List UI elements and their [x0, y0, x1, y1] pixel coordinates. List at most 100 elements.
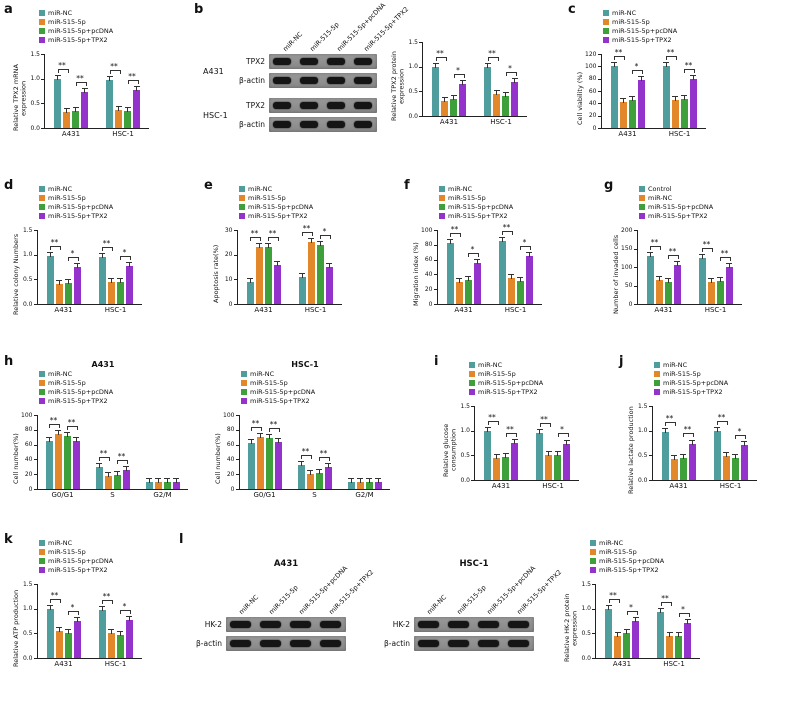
y-tick-mark [633, 267, 637, 268]
y-tick-mark [41, 78, 44, 80]
significance-stars: ** [269, 419, 278, 429]
chart-legend: miR-NC miR-515-5p miR-515-5p+pcDNA miR-515-… [654, 361, 757, 396]
legend-swatch [590, 567, 596, 573]
bar-chart: miR-NC miR-515-5p miR-515-5p+pcDNA miR-515-… [627, 358, 757, 494]
western-blot-b: miR-NC miR-515-5p miR-515-5p+pcDNA miR-515-… [203, 1, 410, 134]
error-bar [247, 277, 253, 283]
y-tick-mark [33, 415, 37, 416]
significance-stars: ** [302, 224, 311, 234]
error-bar [47, 604, 53, 610]
blot-group: HK-2 β-actin [376, 615, 534, 653]
y-tick-label: 100 [21, 411, 33, 419]
x-category-label: A431 [612, 660, 632, 668]
y-axis: 0.0 0.5 1.0 1.5 [636, 403, 652, 494]
y-tick-label: 100 [585, 62, 597, 70]
x-category-label: A431 [669, 482, 688, 490]
panel-label-g: g [604, 178, 614, 193]
legend-swatch [39, 10, 45, 16]
y-tick-mark [592, 633, 595, 635]
y-tick-mark [471, 430, 474, 432]
y-tick-label: 80 [226, 426, 235, 434]
significance-stars: ** [661, 593, 669, 603]
protein-band [508, 621, 529, 628]
significance-stars: * [122, 247, 127, 257]
legend-swatch [654, 362, 660, 368]
y-tick-label: 80 [588, 75, 597, 83]
protein-band [320, 621, 341, 628]
y-tick-mark [235, 474, 239, 476]
legend-label: miR-NC [48, 185, 73, 193]
blot-row: TPX2 [231, 54, 377, 69]
bar [632, 621, 639, 658]
chart-i: miR-NC miR-515-5p miR-515-5p+pcDNA miR-515-… [442, 358, 613, 498]
cell-line-title: A431 [273, 559, 299, 569]
legend-swatch [239, 186, 245, 192]
protein-band [327, 102, 345, 109]
protein-label: TPX2 [245, 101, 265, 110]
y-tick-mark [597, 115, 601, 117]
error-bar [508, 274, 514, 280]
legend-swatch [603, 10, 609, 16]
legend-label: miR-515-5p+pcDNA [48, 388, 114, 396]
error-bar [681, 95, 687, 101]
error-bar [666, 631, 673, 637]
error-bar [484, 426, 491, 432]
panel-label-l: l [179, 532, 184, 547]
bar [297, 464, 305, 489]
blot-membrane [269, 98, 377, 113]
significance-bracket [102, 247, 113, 252]
error-bar [611, 62, 617, 68]
chart-body: Relative TPX2 protein expression 0.0 0.5 1.… [390, 36, 527, 130]
lane-label: miR-515-5p [267, 583, 300, 616]
significance-stars: ** [614, 48, 623, 58]
legend-swatch [590, 558, 596, 564]
y-tick-label: 1.0 [637, 427, 648, 435]
bar [115, 110, 122, 128]
chart-legend: Control miR-NC miR-515-5p+pcDNA miR-515-5p+… [639, 185, 742, 220]
western-blot-l-hsc1: HSC-1 miR-NC miR-515-5p miR-515-5p+pcDNA miR… [376, 559, 563, 653]
chart-body: Relative colony Numbers 0.0 0.5 1.0 1.5 A431 *… [12, 224, 142, 318]
legend-label: miR-515-5p+TPX2 [448, 212, 508, 220]
blot-row: β-actin [376, 636, 534, 651]
bar [73, 620, 81, 658]
error-bar [114, 470, 120, 476]
y-tick-mark [648, 480, 652, 481]
bar [365, 481, 373, 489]
y-tick-mark [233, 304, 237, 305]
legend-label: miR-515-5p+TPX2 [648, 212, 708, 220]
chart-title: HSC-1 [291, 360, 319, 369]
plot-area: G0/G1 ** ** S ** ** G2/M [238, 415, 390, 499]
y-tick-label: 0.0 [581, 654, 591, 662]
significance-bracket [487, 420, 499, 425]
significance-stars: ** [668, 247, 677, 257]
legend-swatch [654, 371, 660, 377]
chart-body: Cell viability (%) 0 20 40 60 80 100 120 A431 ** *… [576, 48, 706, 142]
bar [473, 263, 481, 304]
protein-band [354, 58, 372, 65]
significance-stars: ** [76, 74, 84, 84]
error-bar [465, 276, 471, 282]
error-bar [155, 478, 161, 484]
bar-chart: miR-NC miR-515-5p miR-515-5p+pcDNA miR-515-… [442, 358, 579, 494]
panel-label-k: k [4, 532, 13, 547]
y-tick-label: 10 [224, 275, 233, 283]
significance-stars: ** [506, 425, 514, 434]
bar [563, 443, 570, 480]
bar-chart: miR-NC miR-515-5p miR-515-5p+pcDNA miR-515-… [12, 6, 149, 142]
blot-row: β-actin [231, 117, 377, 132]
panel-d: d miR-NC miR-515-5p miR-515-5p+pcDNA miR-51… [0, 176, 200, 352]
significance-bracket [269, 427, 280, 432]
x-category-label: S [312, 491, 317, 499]
significance-stars: ** [102, 239, 111, 249]
y-tick-mark [33, 304, 37, 305]
bar [507, 278, 515, 304]
legend-label: miR-515-5p+pcDNA [48, 27, 114, 35]
x-category-label: A431 [61, 130, 81, 138]
protein-band [320, 640, 341, 647]
legend-swatch [603, 28, 609, 34]
y-axis: 0.0 0.5 1.0 1.5 [21, 227, 37, 318]
western-blot-l-a431: A431 miR-NC miR-515-5p miR-515-5p+pcDNA miR-… [188, 559, 375, 653]
y-tick-mark [433, 244, 437, 246]
legend-item: miR-515-5p [241, 379, 395, 387]
bar [536, 432, 543, 480]
